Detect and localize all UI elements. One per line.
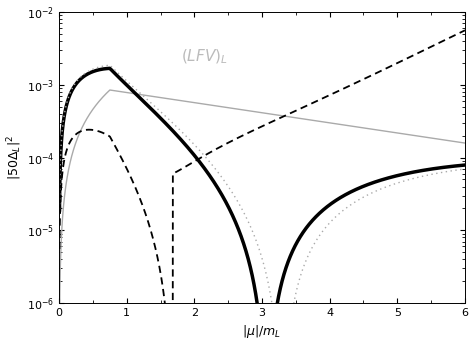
Y-axis label: $|50\Delta_L|^2$: $|50\Delta_L|^2$ (6, 135, 24, 180)
Text: $(LFV)_L$: $(LFV)_L$ (181, 48, 228, 66)
X-axis label: $|\mu|/m_L$: $|\mu|/m_L$ (243, 324, 282, 340)
